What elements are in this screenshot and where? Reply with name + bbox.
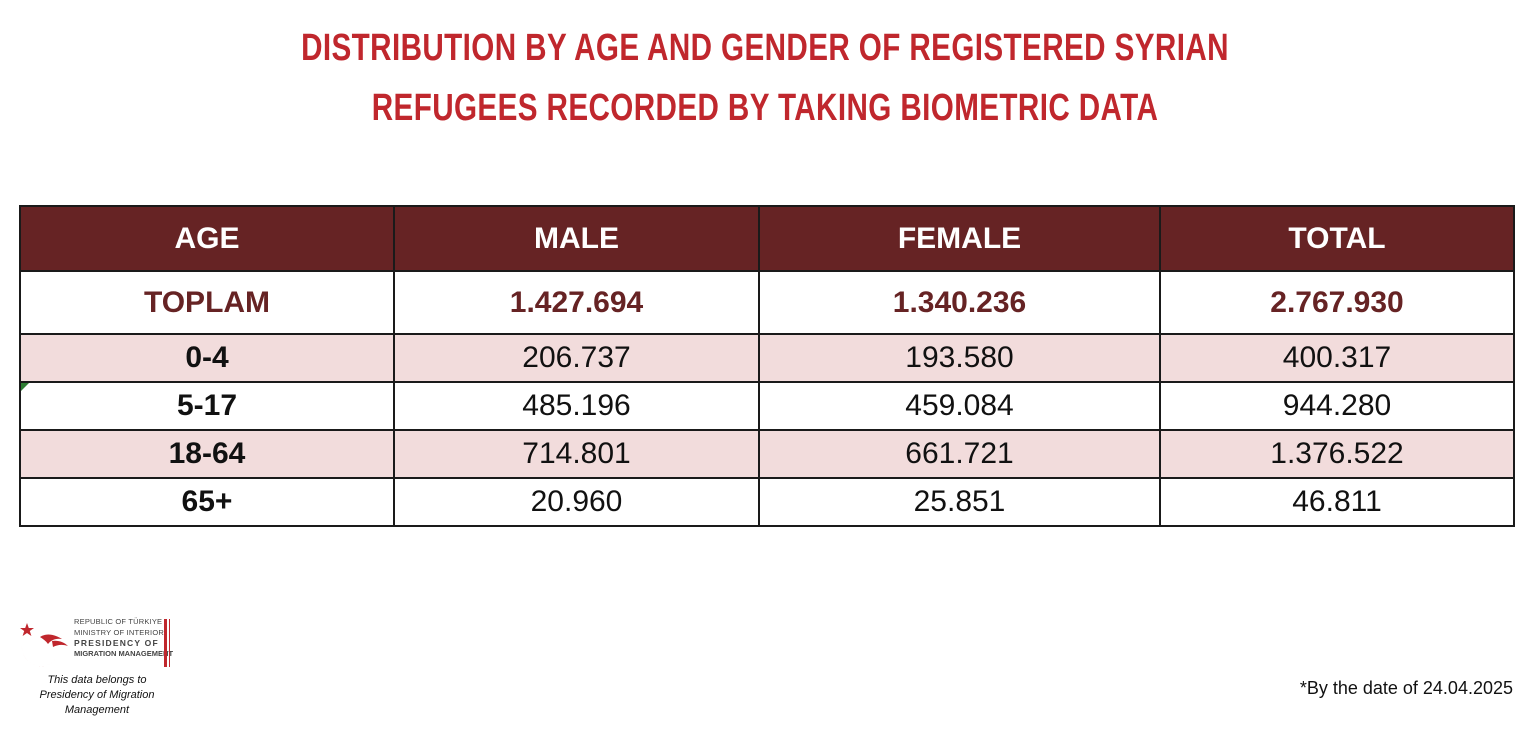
header-age: AGE — [19, 205, 395, 272]
age-gender-table: AGE MALE FEMALE TOTAL TOPLAM 1.427.694 1… — [19, 205, 1515, 527]
ownership-line-2: Presidency of Migration Management — [39, 689, 155, 716]
table-header-row: AGE MALE FEMALE TOTAL — [19, 205, 1515, 272]
female-cell: 459.084 — [758, 381, 1161, 431]
table-row: 65+ 20.960 25.851 46.811 — [19, 477, 1515, 527]
data-ownership-note: This data belongs to Presidency of Migra… — [12, 673, 182, 718]
female-cell: 193.580 — [758, 333, 1161, 383]
table-row: 0-4 206.737 193.580 400.317 — [19, 333, 1515, 383]
total-cell: 46.811 — [1159, 477, 1515, 527]
total-label: TOPLAM — [19, 270, 395, 335]
total-cell: 944.280 — [1159, 381, 1515, 431]
logo-text: REPUBLIC OF TÜRKIYE MINISTRY OF INTERIOR… — [74, 617, 174, 659]
age-cell: 5-17 — [19, 381, 395, 431]
header-total: TOTAL — [1159, 205, 1515, 272]
table-row: 18-64 714.801 661.721 1.376.522 — [19, 429, 1515, 479]
header-male: MALE — [393, 205, 760, 272]
header-female: FEMALE — [758, 205, 1161, 272]
crescent-star-bird-icon — [20, 623, 68, 667]
page-title: DISTRIBUTION BY AGE AND GENDER OF REGIST… — [168, 18, 1361, 138]
title-line-2: REFUGEES RECORDED BY TAKING BIOMETRIC DA… — [371, 87, 1159, 129]
table-row: 5-17 485.196 459.084 944.280 — [19, 381, 1515, 431]
total-cell: 400.317 — [1159, 333, 1515, 383]
logo-divider — [164, 619, 167, 667]
male-cell: 206.737 — [393, 333, 760, 383]
age-cell: 65+ — [19, 477, 395, 527]
total-male: 1.427.694 — [393, 270, 760, 335]
logo-line-2: MINISTRY OF INTERIOR — [74, 627, 164, 637]
male-cell: 714.801 — [393, 429, 760, 479]
title-line-1: DISTRIBUTION BY AGE AND GENDER OF REGIST… — [301, 27, 1229, 69]
female-cell: 661.721 — [758, 429, 1161, 479]
table-total-row: TOPLAM 1.427.694 1.340.236 2.767.930 — [19, 270, 1515, 335]
migration-management-logo: REPUBLIC OF TÜRKIYE MINISTRY OF INTERIOR… — [18, 617, 178, 669]
cell-comment-marker — [21, 383, 29, 391]
ownership-line-1: This data belongs to — [47, 674, 147, 686]
date-note: *By the date of 24.04.2025 — [1299, 678, 1513, 698]
logo-divider-thin — [169, 619, 170, 667]
total-female: 1.340.236 — [758, 270, 1161, 335]
age-cell: 18-64 — [19, 429, 395, 479]
female-cell: 25.851 — [758, 477, 1161, 527]
male-cell: 20.960 — [393, 477, 760, 527]
logo-line-4: MIGRATION MANAGEMENT — [74, 648, 174, 658]
logo-line-1: REPUBLIC OF TÜRKIYE — [74, 617, 163, 626]
total-total: 2.767.930 — [1159, 270, 1515, 335]
male-cell: 485.196 — [393, 381, 760, 431]
total-cell: 1.376.522 — [1159, 429, 1515, 479]
age-cell: 0-4 — [19, 333, 395, 383]
logo-line-3: PRESIDENCY OF — [74, 638, 159, 648]
